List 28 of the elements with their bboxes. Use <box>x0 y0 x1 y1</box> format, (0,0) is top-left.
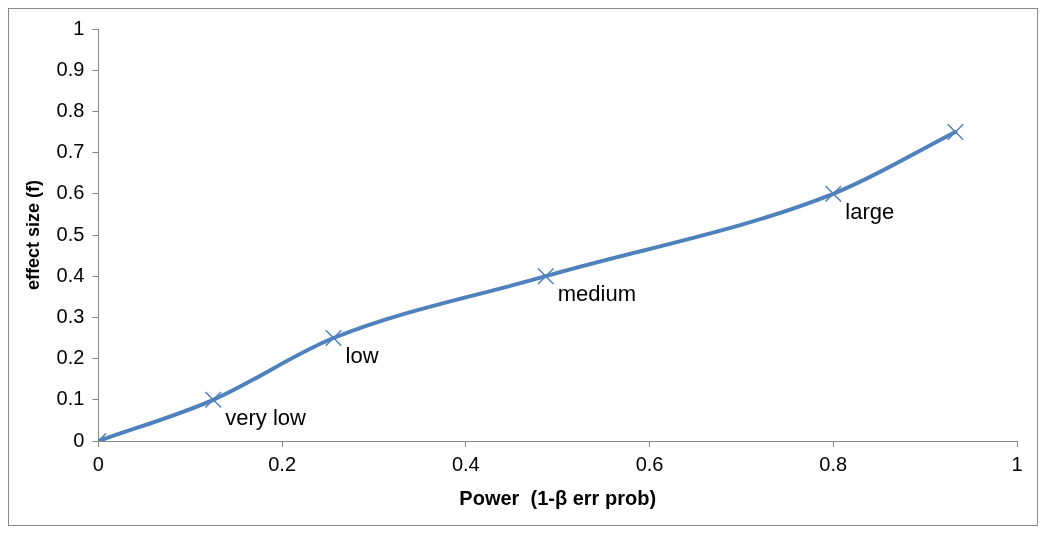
y-tick-label: 0 <box>73 428 85 451</box>
y-tick-label: 1 <box>73 16 85 39</box>
annotation: large <box>845 198 895 224</box>
point <box>325 329 343 347</box>
x-axis-title: Power (1-β err prob) <box>459 486 657 509</box>
y-tick-label: 0.4 <box>56 263 85 286</box>
y-tick-label: 0.2 <box>56 346 85 369</box>
point <box>537 267 555 285</box>
y-tick-label: 0.9 <box>56 57 85 80</box>
y-tick-label: 0.8 <box>56 98 85 121</box>
y-tick-label: 0.7 <box>56 140 85 163</box>
annotation: medium <box>557 281 637 307</box>
x-tick-label: 0.2 <box>268 452 297 475</box>
x-tick-label: 0.6 <box>635 452 664 475</box>
point <box>824 185 842 203</box>
y-tick-label: 0.3 <box>56 304 85 327</box>
x-tick-label: 0 <box>92 452 104 475</box>
y-tick-label: 0.6 <box>56 181 85 204</box>
y-tick-label: 0.5 <box>56 222 85 245</box>
x-tick-label: 0.8 <box>819 452 848 475</box>
point <box>204 391 222 409</box>
y-tick-label: 0.1 <box>56 387 85 410</box>
point <box>946 123 964 141</box>
annotation: very low <box>225 404 307 430</box>
y-axis-title: effect size (f) <box>22 179 43 291</box>
x-tick-label: 0.4 <box>451 452 480 475</box>
annotation: low <box>345 343 379 369</box>
x-tick-label: 1 <box>1011 452 1023 475</box>
